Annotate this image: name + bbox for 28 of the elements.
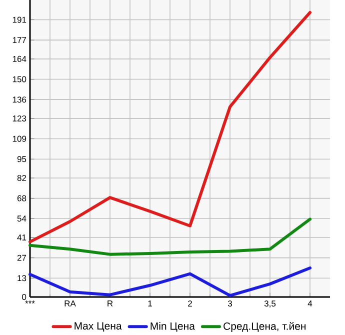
x-tick-label: 4 [308, 300, 312, 306]
y-tick-label: 164 [12, 56, 26, 62]
y-tick-label: 13 [18, 275, 26, 282]
y-tick-label: 41 [17, 234, 26, 240]
y-tick-label: 150 [12, 76, 26, 82]
x-tick-label: 2 [188, 300, 192, 306]
legend-label: Max Цена [74, 322, 122, 332]
y-tick-label: 123 [12, 115, 26, 122]
y-tick-label: 136 [12, 96, 26, 103]
x-tick-label: RA [64, 300, 76, 306]
x-tick-label: R [108, 300, 113, 306]
x-tick-label: *** [25, 300, 35, 304]
legend-label: Min Цена [150, 322, 195, 332]
y-tick-label: 177 [12, 37, 26, 43]
x-tick-label: 3 [228, 300, 232, 307]
y-tick-label: 54 [17, 216, 26, 222]
line-series [28, 10, 312, 244]
x-tick-label: 3,5 [264, 300, 276, 308]
y-tick-label: 82 [17, 174, 26, 181]
legend-label: Сред.Цена, т.йен [224, 322, 306, 332]
y-tick-label: 0 [22, 294, 26, 300]
y-tick-label: 68 [17, 195, 26, 202]
y-tick-label: 191 [12, 16, 26, 23]
y-tick-label: 109 [12, 136, 26, 142]
line-series [28, 218, 312, 256]
y-tick-label: 27 [17, 254, 26, 261]
x-tick-label: 1 [148, 300, 152, 306]
y-tick-label: 95 [17, 156, 26, 162]
